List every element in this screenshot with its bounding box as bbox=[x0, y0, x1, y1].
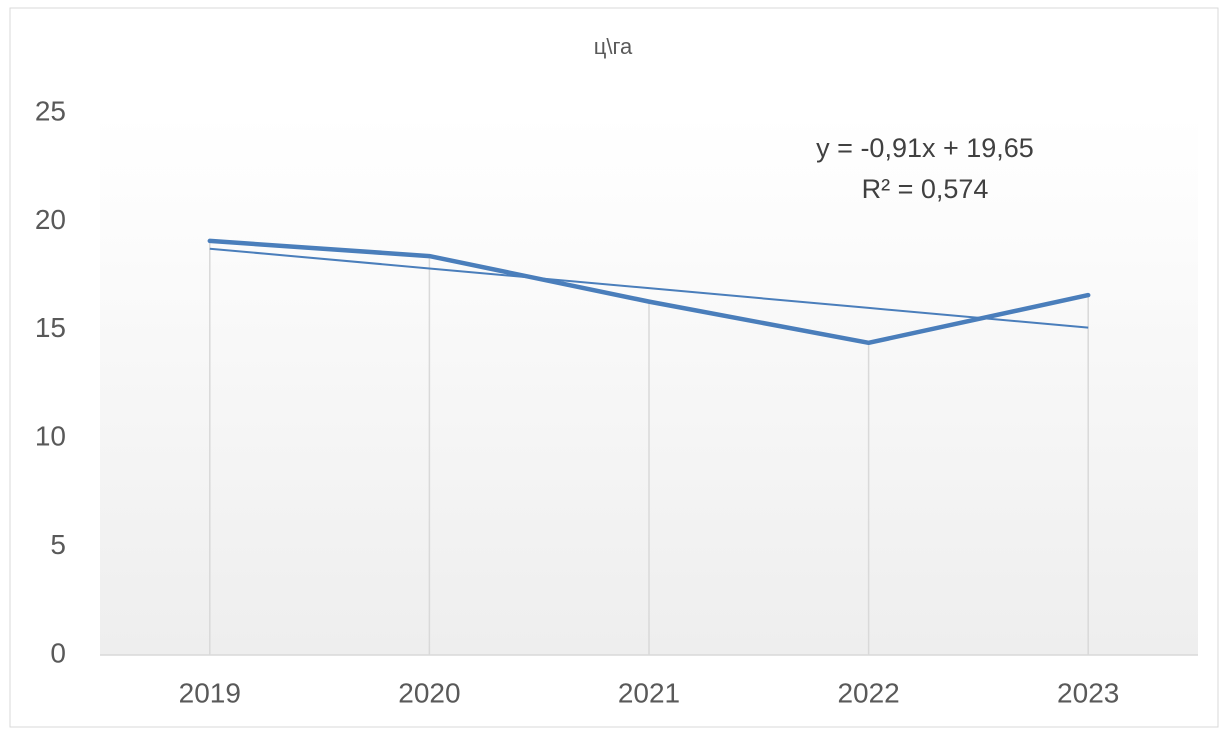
y-tick-label: 0 bbox=[50, 637, 66, 668]
chart-title: ц\га bbox=[594, 34, 633, 59]
x-tick-label: 2023 bbox=[1057, 677, 1119, 708]
trendline-label: y = -0,91x + 19,65 bbox=[816, 133, 1034, 163]
x-tick-label: 2020 bbox=[398, 677, 460, 708]
y-tick-label: 15 bbox=[35, 312, 66, 343]
y-tick-label: 25 bbox=[35, 95, 66, 126]
x-tick-label: 2022 bbox=[837, 677, 899, 708]
trendline-label: R² = 0,574 bbox=[862, 174, 989, 204]
y-tick-label: 20 bbox=[35, 204, 66, 235]
trendline bbox=[209, 247, 1089, 329]
x-tick-label: 2021 bbox=[618, 677, 680, 708]
x-tick-label: 2019 bbox=[179, 677, 241, 708]
data-line bbox=[207, 238, 1091, 346]
y-tick-label: 10 bbox=[35, 421, 66, 452]
y-tick-label: 5 bbox=[50, 529, 66, 560]
